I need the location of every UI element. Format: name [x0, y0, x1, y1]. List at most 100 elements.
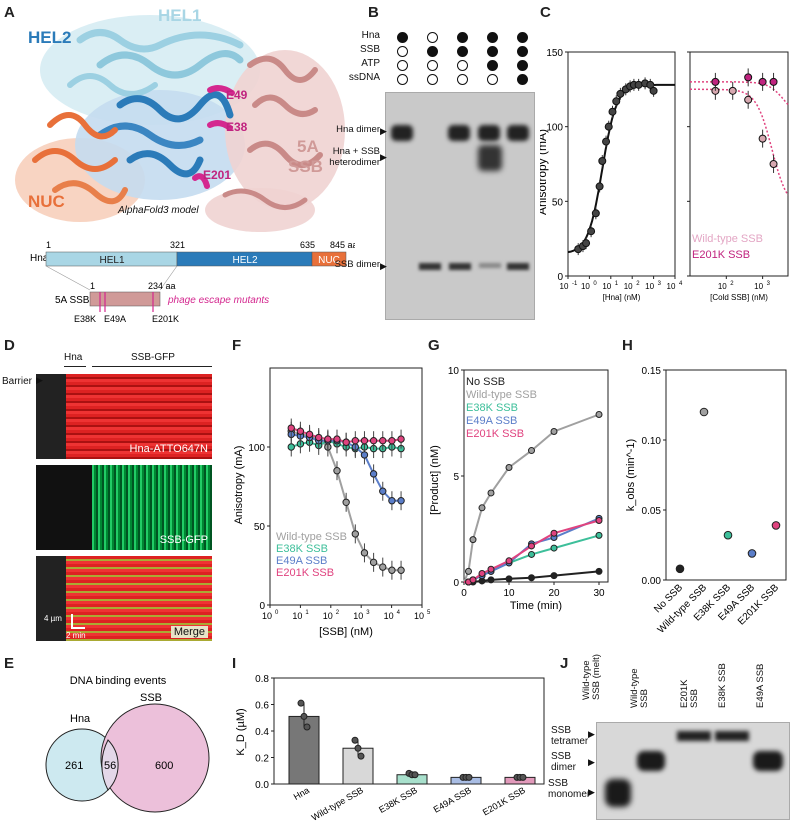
- gel-j-lane-5: E49A SSB: [755, 663, 766, 708]
- kymo-scale-length: 4 µm: [44, 614, 62, 623]
- filled-dot-icon: [487, 60, 498, 71]
- data-point: [379, 563, 387, 571]
- map-ssb-end: 234 aa: [148, 281, 176, 291]
- x-tick-label: 10: [718, 282, 727, 291]
- filled-dot-icon: [487, 32, 498, 43]
- map-boundary-321: 321: [170, 240, 185, 250]
- x-tick-label: 0: [461, 588, 467, 599]
- data-point: [616, 89, 625, 98]
- data-point: [699, 407, 709, 417]
- data-point: [300, 712, 308, 720]
- e49-label: E49: [226, 88, 248, 102]
- kymo-channel-hna: Hna-ATTO647N: [129, 443, 208, 455]
- hel2-label: HEL2: [28, 28, 72, 47]
- gel-j-image: [596, 722, 790, 820]
- chart-c-xlabel-right: [Cold SSB] (nM): [710, 293, 768, 302]
- gel-b-row-ssb: SSB: [359, 44, 380, 55]
- arrow-marker: ▶: [588, 787, 595, 797]
- chart-i-ylabel: K_D (µM): [235, 708, 247, 755]
- empty-dot-icon: [457, 60, 468, 71]
- data-point-wt: [728, 86, 737, 95]
- venn-label-hna: Hna: [70, 713, 91, 725]
- x-tick-label: 10: [581, 282, 590, 291]
- gel-j-lane-4: E38K SSB: [717, 663, 728, 708]
- chart-h-ylabel: k_obs (min^-1): [625, 439, 637, 511]
- x-tick-label: E201K SSB: [481, 785, 527, 817]
- venn-count-both: 56: [104, 760, 116, 772]
- data-point-wt: [744, 95, 753, 104]
- map-mutant-caption: phage escape mutants: [167, 295, 269, 306]
- hel2-surface: [75, 90, 245, 200]
- data-point: [528, 574, 535, 582]
- legend-g-1: Wild-type SSB: [466, 389, 537, 401]
- gel-j-band-tetramer: SSB tetramer: [551, 725, 589, 747]
- empty-dot-icon: [397, 74, 408, 85]
- data-point: [388, 436, 396, 445]
- arrow-marker: ▶: [588, 757, 595, 767]
- data-point: [675, 564, 685, 574]
- kymo-hna-timebar: [64, 366, 86, 367]
- y-tick-label: 50: [254, 522, 266, 533]
- y-tick-label: 0.4: [255, 727, 269, 738]
- legend-g-4: E201K SSB: [466, 428, 524, 440]
- data-point: [411, 771, 419, 779]
- ssb-5a-label: 5A: [297, 137, 319, 156]
- x-tick-label: 20: [548, 588, 560, 599]
- x-tick-exponent: 2: [730, 281, 734, 287]
- x-tick-exponent: 4: [679, 281, 683, 287]
- data-point: [397, 435, 405, 443]
- data-point: [388, 497, 396, 505]
- data-point: [324, 435, 332, 443]
- gel-b-band-hetero-2: heterodimer: [329, 157, 380, 168]
- legend-wt: Wild-type SSB: [692, 233, 763, 245]
- data-point: [351, 436, 360, 445]
- gel-b-band-hna-dimer: Hna dimer: [336, 124, 380, 135]
- data-point: [397, 497, 405, 505]
- data-point: [333, 435, 341, 443]
- gel-b-band-hetero-1: Hna + SSB: [332, 146, 380, 157]
- x-tick-exponent: 3: [366, 610, 370, 616]
- filled-dot-icon: [457, 32, 468, 43]
- gel-j-lane-3: E201K SSB: [679, 679, 700, 708]
- y-tick-label: 100: [546, 123, 563, 134]
- x-tick-label: 10: [323, 611, 333, 621]
- arrow-marker: ▶: [380, 261, 387, 271]
- map-domain-hel1: HEL1: [99, 255, 124, 266]
- filled-dot-icon: [517, 46, 528, 57]
- venn-label-ssb: SSB: [140, 692, 162, 704]
- map-boundary-845: 845 aa: [330, 240, 355, 250]
- x-tick-label: 10: [667, 282, 676, 291]
- data-point: [723, 530, 733, 540]
- kymo-ssb-timebar: [92, 366, 212, 367]
- legend-g-2: E38K SSB: [466, 402, 518, 414]
- gel-b-row-atp: ATP: [361, 58, 380, 69]
- empty-dot-icon: [397, 60, 408, 71]
- data-point-e201k: [711, 77, 720, 86]
- y-tick-label: 0.0: [255, 780, 269, 791]
- data-point: [505, 575, 513, 583]
- y-tick-label: 5: [453, 472, 459, 483]
- data-point: [478, 570, 486, 578]
- data-point: [360, 549, 369, 557]
- arrow-marker: ▶: [588, 729, 595, 739]
- fit-curve-e201k: [690, 81, 789, 106]
- data-point: [469, 576, 477, 584]
- legend-g-0: No SSB: [466, 376, 505, 388]
- e38-label: E38: [226, 120, 248, 134]
- x-tick-exponent: 1: [305, 610, 309, 616]
- data-point: [519, 773, 527, 781]
- data-point: [342, 438, 350, 446]
- empty-dot-icon: [397, 46, 408, 57]
- panel-label-i: I: [232, 655, 237, 672]
- data-point: [465, 567, 472, 575]
- data-point: [357, 752, 365, 760]
- protein-structure-model: [15, 15, 345, 232]
- x-tick-label: E38K SSB: [377, 785, 419, 815]
- panel-label-d: D: [4, 337, 15, 354]
- data-point: [369, 470, 378, 478]
- map-hna-label: Hna: [30, 253, 49, 264]
- x-tick-label: 10: [353, 611, 363, 621]
